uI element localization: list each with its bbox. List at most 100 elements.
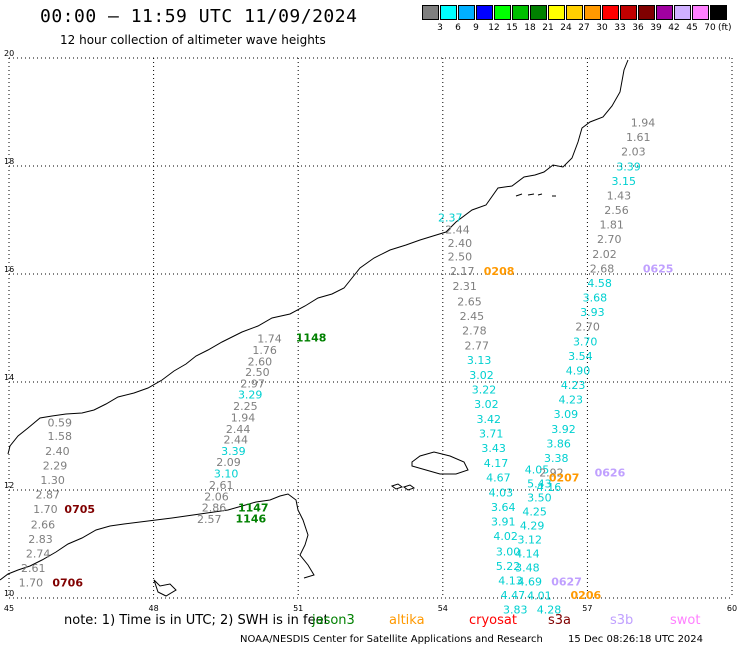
- wave-height-labels: 0.591.582.402.291.302.871.702.662.832.74…: [19, 117, 656, 617]
- colorbar-unit: (ft): [718, 23, 732, 33]
- kuria-muria-islands: [515, 193, 556, 197]
- colorbar-swatch: [674, 5, 691, 20]
- note-overlay-jason3: jason3: [312, 613, 355, 628]
- swh-label: 5.43: [527, 477, 552, 490]
- lon-tick-label: 60: [727, 604, 737, 613]
- lat-tick-label: 16: [4, 265, 14, 274]
- swh-label: 2.37: [438, 212, 463, 225]
- swh-label: 3.50: [527, 491, 552, 504]
- swh-label: 2.83: [28, 533, 52, 546]
- swh-label: 2.70: [597, 233, 622, 246]
- swh-label: 4.02: [493, 530, 518, 543]
- colorbar-label: 24: [560, 23, 572, 33]
- page-title: 00:00 – 11:59 UTC 11/09/2024: [40, 6, 358, 27]
- swh-label: 3.70: [573, 335, 598, 348]
- swh-label: 3.64: [491, 501, 516, 514]
- colorbar-swatch: [476, 5, 493, 20]
- colorbar-swatch: [620, 5, 637, 20]
- colorbar-label: 33: [614, 23, 626, 33]
- swh-label: 1.74: [257, 333, 282, 346]
- lon-tick-label: 48: [149, 604, 159, 613]
- islet-a: [390, 483, 404, 490]
- swh-label: 3.71: [479, 428, 504, 441]
- swh-label: 2.06: [204, 490, 229, 503]
- swh-label: 1.70: [19, 577, 44, 590]
- mission-swot: swot: [670, 613, 701, 628]
- colorbar-swatch: [494, 5, 511, 20]
- swh-label: 4.90: [566, 364, 591, 377]
- swh-label: 1.76: [252, 344, 277, 357]
- swh-label: 0.59: [48, 416, 72, 429]
- colorbar-swatch: [692, 5, 709, 20]
- pass-time-label: 0206: [571, 589, 602, 602]
- swh-label: 3.86: [546, 437, 571, 450]
- coastline: [0, 59, 629, 597]
- colorbar-label: 6: [455, 23, 461, 33]
- swh-label: 2.56: [604, 204, 629, 217]
- colorbar-label: 42: [668, 23, 680, 33]
- colorbar-swatch: [458, 5, 475, 20]
- colorbar-label: 12: [488, 23, 500, 33]
- pass-time-label: 0207: [549, 471, 580, 484]
- colorbar-swatch: [602, 5, 619, 20]
- swh-label: 3.38: [544, 452, 569, 465]
- swh-label: 2.44: [223, 434, 248, 447]
- swh-label: 2.03: [621, 146, 646, 159]
- swh-label: 3.09: [554, 408, 579, 421]
- swh-label: 1.70: [33, 503, 58, 516]
- swh-label: 5.22: [496, 560, 521, 573]
- swh-label: 1.58: [48, 430, 72, 443]
- swh-label: 1.94: [631, 117, 656, 130]
- swh-label: 2.02: [592, 248, 617, 261]
- swh-label: 3.48: [515, 562, 540, 575]
- swh-label: 3.02: [469, 369, 494, 382]
- colorbar-label: 45: [686, 23, 698, 33]
- pass-time-label: 1146: [236, 512, 267, 525]
- swh-label: 3.29: [238, 389, 263, 402]
- swh-label: 2.09: [216, 456, 241, 469]
- swh-label: 4.69: [518, 576, 543, 589]
- swh-label: 2.57: [197, 513, 222, 526]
- mission-cryosat: cryosat: [469, 613, 517, 628]
- swh-label: 2.44: [226, 423, 251, 436]
- lat-tick-label: 10: [4, 589, 14, 598]
- swh-label: 4.16: [537, 481, 562, 494]
- swh-label: 2.50: [448, 251, 473, 264]
- footer: NOAA/NESDIS Center for Satellite Applica…: [240, 634, 703, 645]
- lat-lon-grid: [8, 57, 733, 599]
- swh-label: 4.01: [527, 590, 552, 603]
- swh-label: 4.13: [498, 575, 522, 588]
- swh-label: 3.00: [496, 545, 521, 558]
- pass-time-label: 0625: [643, 262, 674, 275]
- swh-label: 2.77: [464, 340, 489, 353]
- swh-label: 2.40: [448, 237, 473, 250]
- swh-label: 2.68: [590, 262, 615, 275]
- swh-label: 2.61: [209, 479, 234, 492]
- swh-label: 2.40: [45, 445, 70, 458]
- swh-label: 2.44: [445, 224, 470, 237]
- swh-label: 4.23: [561, 379, 586, 392]
- page-subtitle: 12 hour collection of altimeter wave hei…: [60, 33, 326, 47]
- pass-time-label: 1148: [296, 332, 327, 345]
- swh-label: 3.91: [491, 516, 516, 529]
- swh-label: 4.23: [558, 394, 583, 407]
- lat-tick-label: 14: [4, 373, 14, 382]
- colorbar-label: 18: [524, 23, 536, 33]
- swh-label: 4.14: [515, 548, 540, 561]
- pass-time-label: 0705: [64, 503, 95, 516]
- swh-label: 3.39: [221, 445, 246, 458]
- socotra-island: [411, 451, 469, 475]
- swh-label: 1.30: [40, 474, 65, 487]
- swh-label: 1.94: [231, 411, 256, 424]
- swh-label: 2.25: [233, 400, 258, 413]
- colorbar-swatch: [638, 5, 655, 20]
- colorbar-label: 70: [704, 23, 716, 33]
- colorbar-swatch: [440, 5, 457, 20]
- swh-label: 2.31: [452, 280, 477, 293]
- colorbar-label: 39: [650, 23, 662, 33]
- colorbar-label: 30: [596, 23, 608, 33]
- swh-label: 3.93: [580, 306, 605, 319]
- swh-label: 4.67: [486, 471, 511, 484]
- swh-label: 2.87: [36, 489, 61, 502]
